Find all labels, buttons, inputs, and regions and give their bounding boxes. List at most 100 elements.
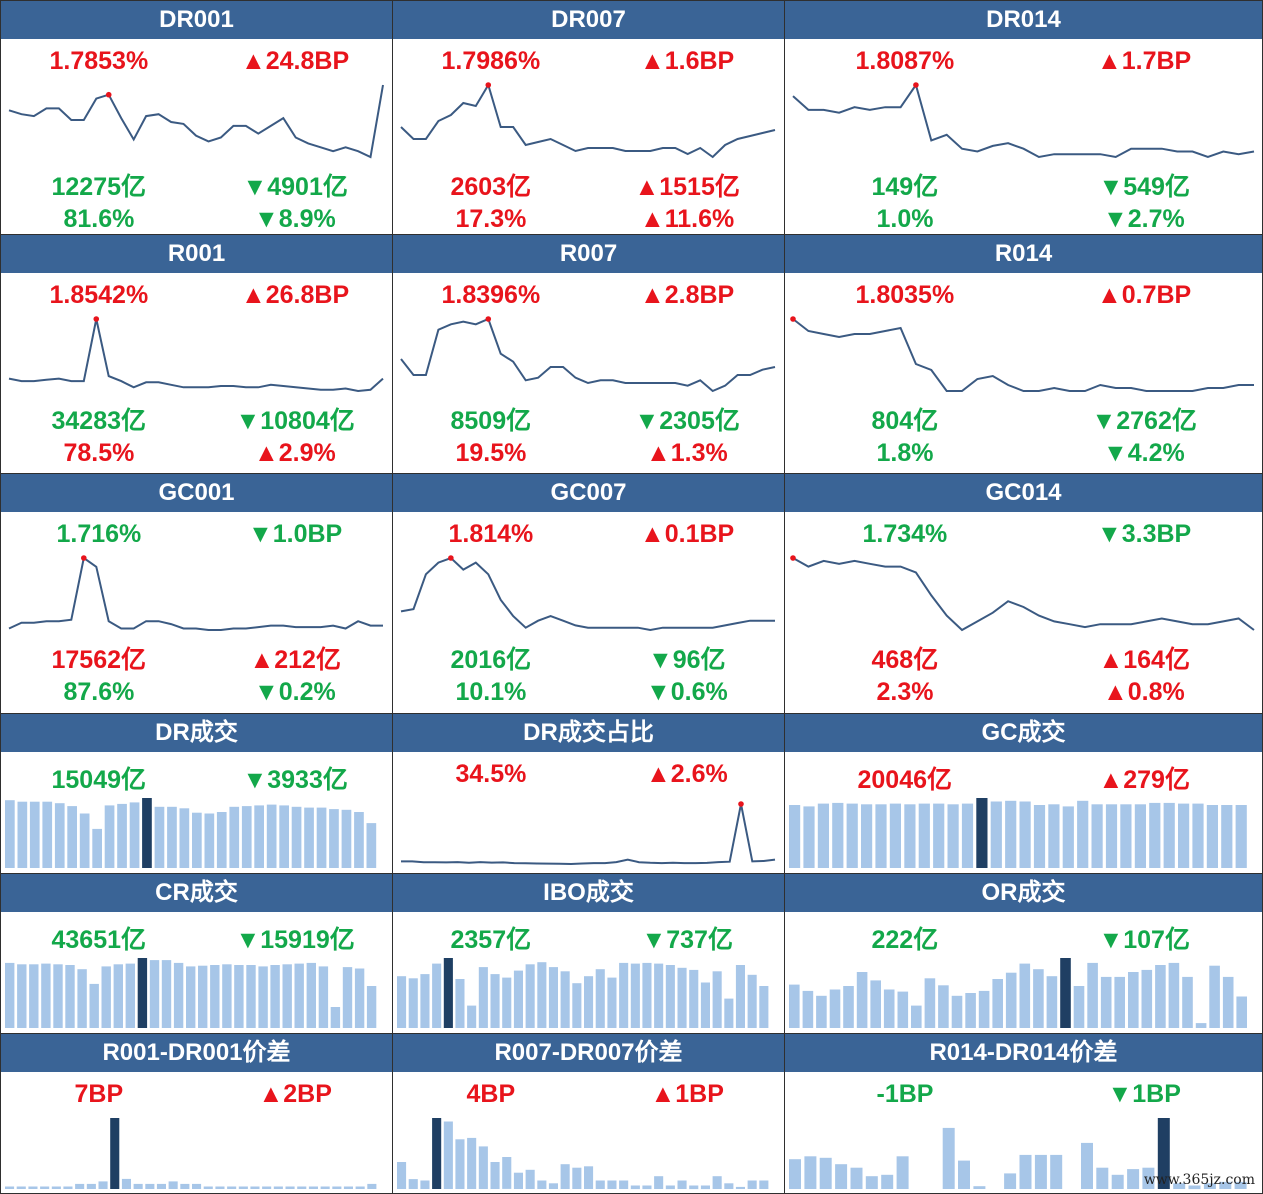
bar-current <box>976 798 988 868</box>
bar <box>65 965 75 1028</box>
panel-4: R007 1.8396% ▲2.8BP 8509亿 ▼2305亿 19.5% ▲1.3% <box>392 234 785 474</box>
volume-change: ▼4901亿 <box>242 173 348 201</box>
bar <box>246 965 256 1028</box>
panel-title: R014 <box>785 235 1262 273</box>
bar <box>595 1180 605 1189</box>
chart-7 <box>400 555 775 632</box>
volume-change: ▼549亿 <box>1098 173 1190 201</box>
bar <box>1168 962 1180 1028</box>
bar <box>958 1160 970 1189</box>
bar <box>125 963 135 1028</box>
bar <box>156 1183 166 1189</box>
bar-current <box>137 958 148 1028</box>
panel-16: R007-DR007价差 4BP ▲1BP <box>392 1033 785 1194</box>
bar <box>455 979 465 1028</box>
bar <box>455 1139 465 1189</box>
bar <box>266 804 277 868</box>
bar <box>1019 801 1031 868</box>
bar <box>40 1186 50 1189</box>
primary-change: ▲2.6% <box>646 760 728 788</box>
bar <box>819 1157 832 1189</box>
bar <box>724 998 734 1028</box>
bar <box>802 990 814 1028</box>
bar <box>167 806 177 868</box>
bar <box>1111 1174 1124 1189</box>
volume-value: 149亿 <box>871 173 939 201</box>
primary-change: ▲279亿 <box>1098 766 1190 794</box>
panel-7: GC007 1.814% ▲0.1BP 2016亿 ▼96亿 10.1% ▼0.6% <box>392 473 785 714</box>
bar <box>149 960 160 1028</box>
bar <box>92 828 102 868</box>
bar <box>1219 1181 1232 1189</box>
share-value: 19.5% <box>455 439 527 467</box>
bar <box>700 1185 710 1190</box>
bar <box>712 1176 722 1189</box>
bar <box>689 1185 699 1190</box>
bar <box>420 974 430 1028</box>
primary-value: 1.716% <box>56 520 142 548</box>
panel-title: GC成交 <box>785 714 1262 752</box>
primary-value: 1.734% <box>862 520 948 548</box>
share-change: ▼2.7% <box>1103 205 1185 233</box>
bar <box>53 964 63 1028</box>
bar <box>513 970 523 1028</box>
bar <box>29 964 39 1028</box>
panel-title: DR001 <box>1 1 392 39</box>
volume-value: 2603亿 <box>450 173 532 201</box>
volume-change: ▼2305亿 <box>634 407 740 435</box>
panel-title: DR007 <box>393 1 784 39</box>
bar <box>642 962 652 1028</box>
bar <box>432 963 442 1028</box>
volume-change: ▼2762亿 <box>1091 407 1197 435</box>
bar <box>101 966 111 1028</box>
bar <box>1203 1183 1216 1189</box>
bar <box>642 1185 652 1190</box>
bar <box>490 974 500 1028</box>
bar <box>1127 1169 1140 1189</box>
highlight-point <box>485 82 492 88</box>
panel-10: DR成交占比 34.5% ▲2.6% <box>392 713 785 874</box>
bar <box>1096 1167 1109 1189</box>
bar <box>665 1185 675 1190</box>
bar <box>938 985 949 1028</box>
primary-change: ▼3.3BP <box>1097 520 1192 548</box>
bar <box>654 963 664 1028</box>
bar <box>273 1186 283 1189</box>
bar <box>1114 976 1125 1028</box>
primary-change: ▲1.6BP <box>640 47 735 75</box>
share-value: 1.0% <box>876 205 934 233</box>
volume-change: ▼96亿 <box>648 646 726 674</box>
bar <box>1019 1154 1032 1189</box>
bar <box>341 809 352 868</box>
panel-9: DR成交 15049亿 ▼3933亿 <box>0 713 393 874</box>
bar <box>28 1186 38 1189</box>
bar <box>1033 805 1046 868</box>
primary-value: 4BP <box>466 1080 516 1108</box>
watermark: www.365jz.com <box>1143 1172 1255 1188</box>
bar-current <box>1060 958 1071 1028</box>
share-value: 10.1% <box>455 678 527 706</box>
highlight-point <box>81 555 87 561</box>
bar <box>227 1186 237 1189</box>
bar <box>129 802 140 868</box>
panel-14: OR成交 222亿 ▼107亿 <box>784 873 1263 1034</box>
bar <box>1105 804 1118 868</box>
bar <box>619 962 629 1028</box>
chart-0 <box>8 84 384 159</box>
volume-value: 804亿 <box>871 407 939 435</box>
panel-15: R001-DR001价差 7BP ▲2BP <box>0 1033 393 1194</box>
share-change: ▲2.9% <box>254 439 336 467</box>
bar <box>117 803 127 868</box>
series-line <box>400 82 776 159</box>
bar <box>41 963 51 1028</box>
bar <box>215 1186 225 1189</box>
bar <box>262 1186 272 1189</box>
chart-11 <box>789 798 1247 868</box>
bar <box>1141 969 1153 1028</box>
bar <box>5 1186 15 1189</box>
bar <box>51 1186 61 1189</box>
bar <box>1004 1173 1017 1189</box>
chart-12 <box>5 958 377 1028</box>
bar <box>978 990 990 1028</box>
bar <box>89 983 99 1028</box>
